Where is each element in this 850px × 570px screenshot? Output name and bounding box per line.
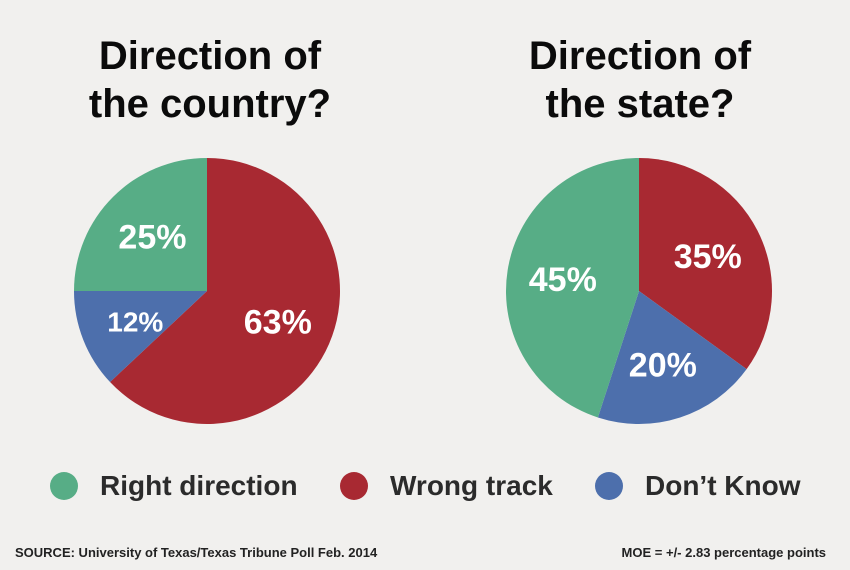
pie-0-slice-wrong-track (110, 158, 341, 424)
legend-item-right-direction: Right direction (50, 466, 298, 506)
pie-1: 35% 20% 45% (506, 158, 772, 424)
legend-swatch-dont-know (595, 472, 623, 500)
pie-1-label-don-t-know: 20% (629, 346, 697, 384)
pie-1-slice-wrong-track (639, 158, 772, 370)
pie-1-label-right-direction: 45% (529, 261, 597, 299)
moe-note: MOE = +/- 2.83 percentage points (621, 545, 826, 560)
pie-0-label-wrong-track: 63% (244, 304, 312, 342)
pie-0-label-right-direction: 25% (118, 218, 186, 256)
legend-label-right-direction: Right direction (100, 470, 298, 501)
source-note: SOURCE: University of Texas/Texas Tribun… (15, 545, 378, 560)
legend-label-dont-know: Don’t Know (645, 470, 801, 501)
legend-item-wrong-track: Wrong track (340, 466, 553, 506)
legend: Right direction Wrong track Don’t Know (0, 466, 850, 506)
pie-1-slice-don-t-know (597, 291, 747, 424)
pie-0: 63% 12% 25% (74, 158, 341, 424)
legend-item-dont-know: Don’t Know (595, 466, 801, 506)
pie-0-slice-right-direction (74, 158, 207, 291)
chart-title-country: Direction of the country? (88, 34, 332, 126)
legend-swatch-right-direction (50, 472, 78, 500)
pie-0-slice-don-t-know (74, 291, 207, 383)
chart-title-state: Direction of the state? (528, 34, 752, 126)
legend-swatch-wrong-track (340, 472, 368, 500)
pie-1-label-wrong-track: 35% (674, 238, 742, 276)
pie-1-slice-right-direction (506, 158, 639, 418)
pie-0-label-don-t-know: 12% (107, 306, 163, 337)
legend-label-wrong-track: Wrong track (390, 470, 553, 501)
